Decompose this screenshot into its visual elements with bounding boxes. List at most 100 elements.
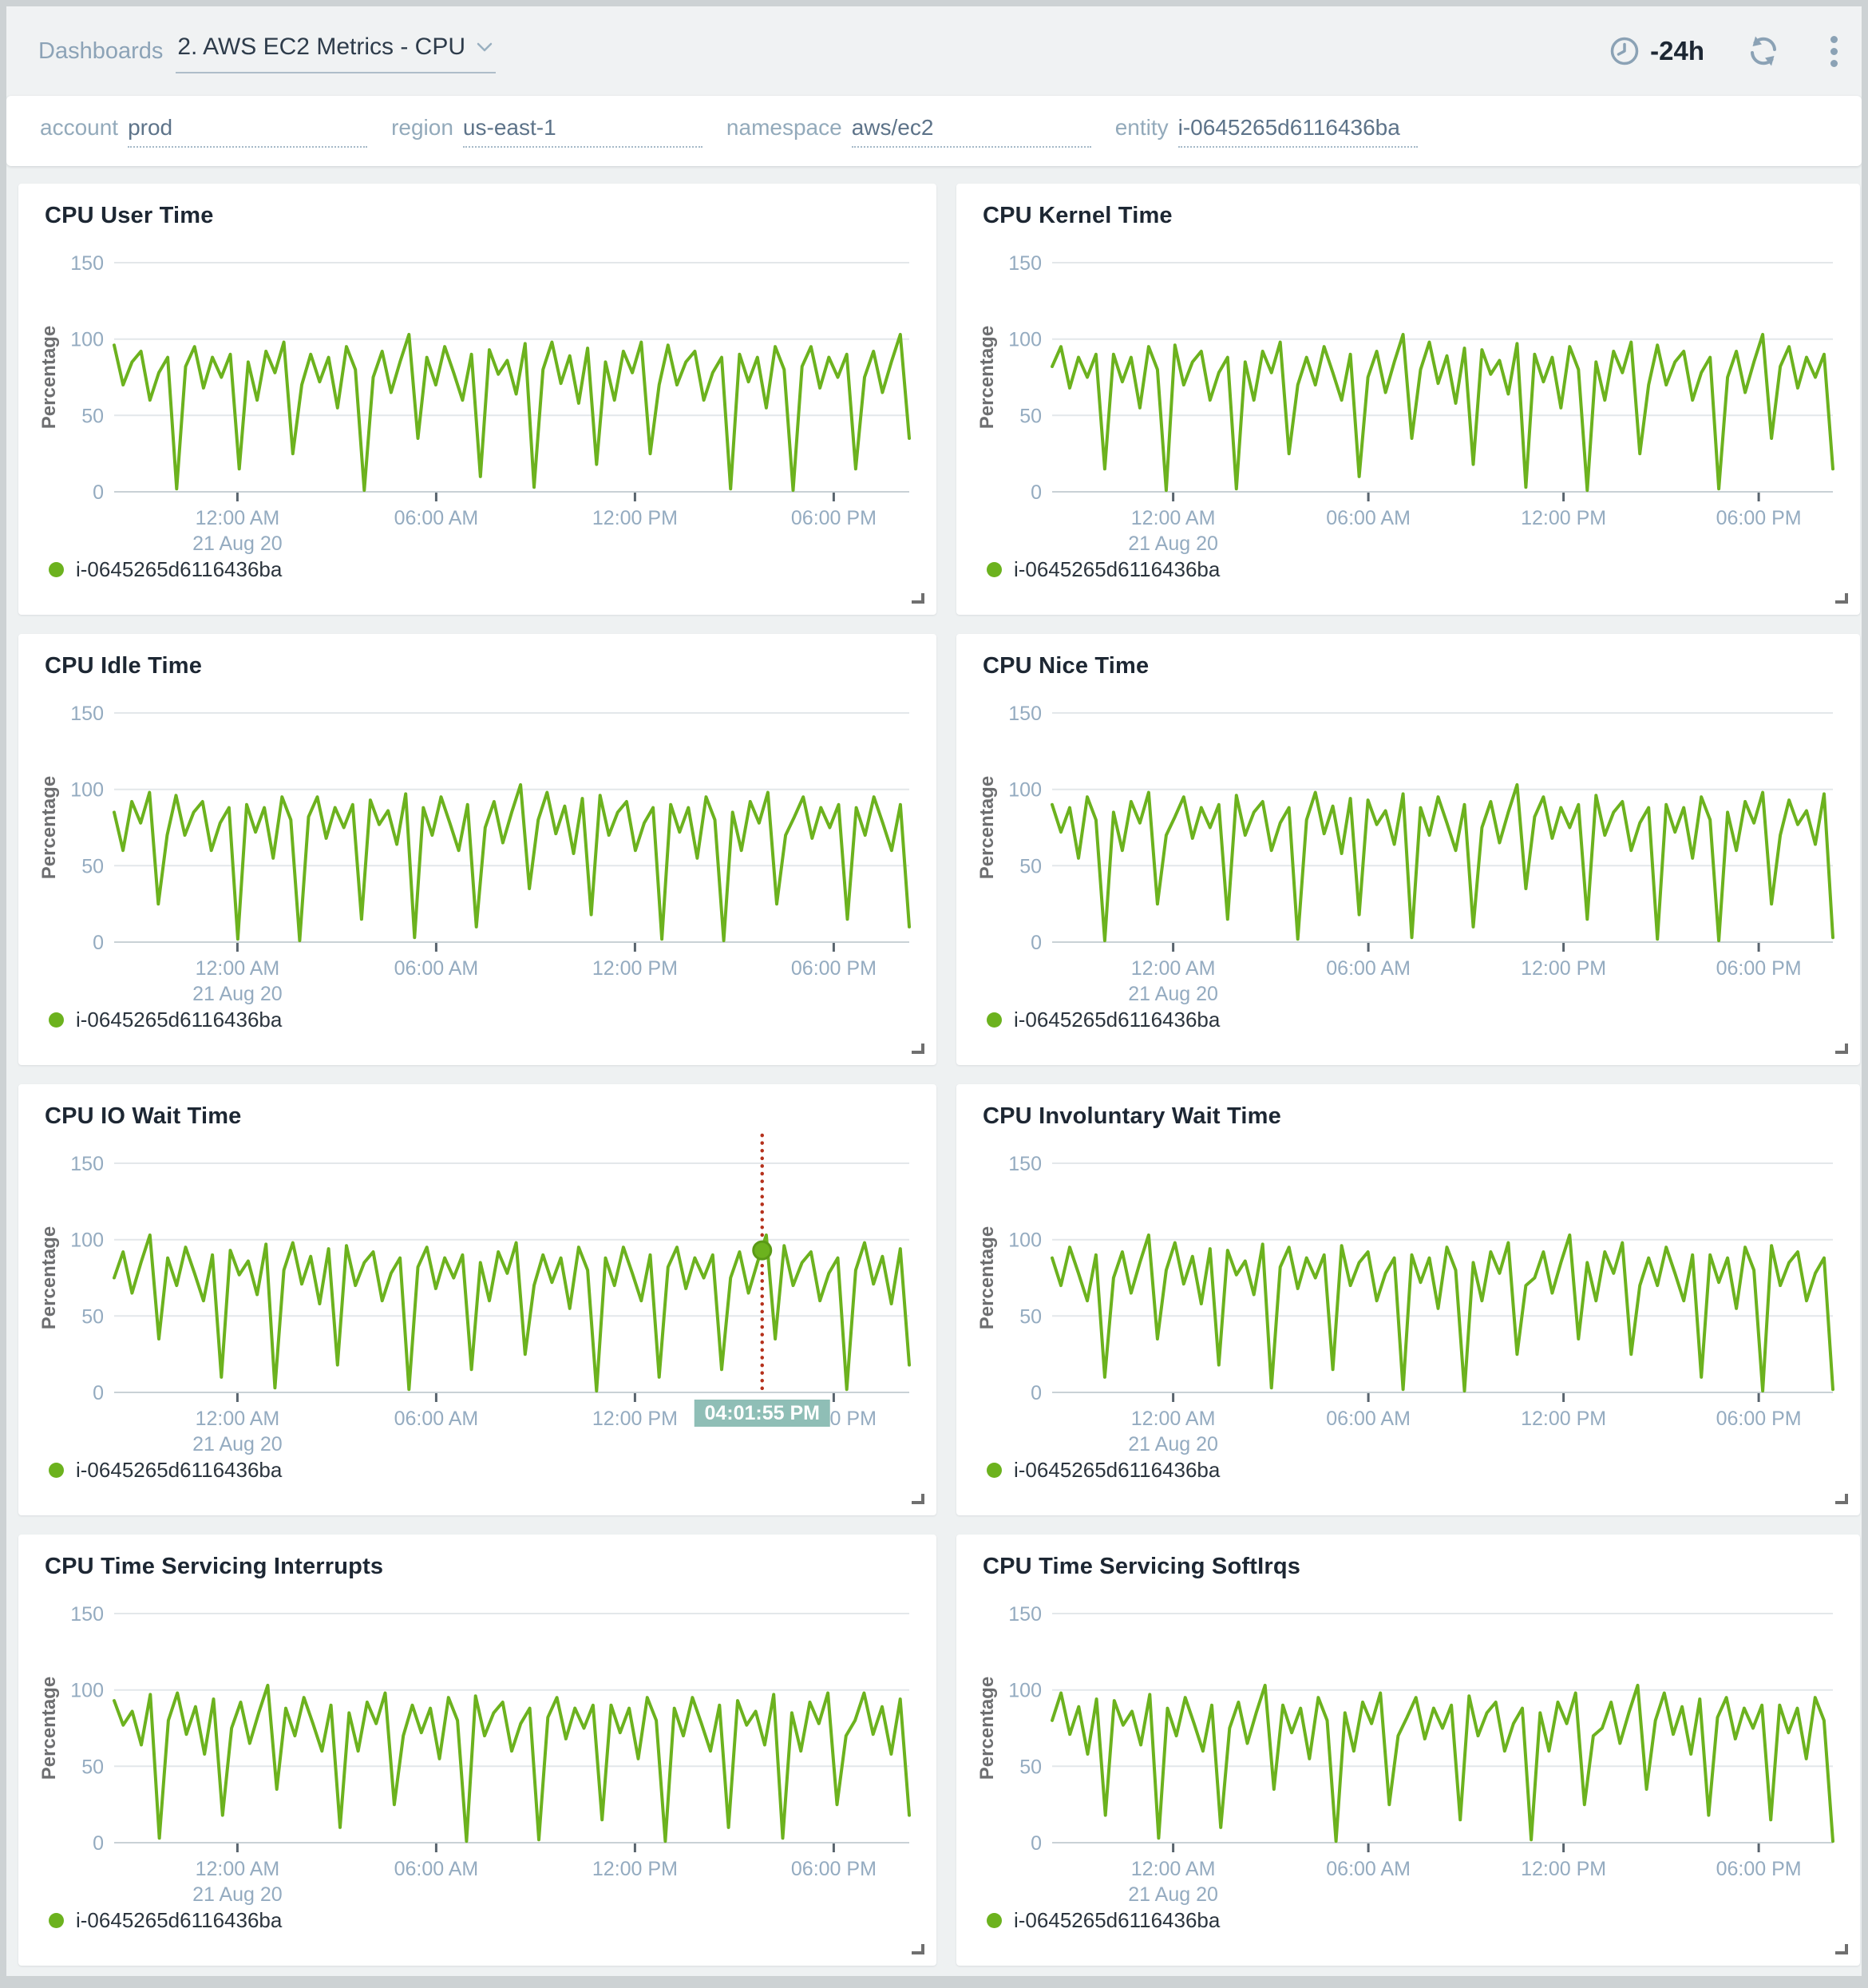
svg-text:21 Aug 20: 21 Aug 20 (192, 533, 283, 555)
svg-text:12:00 PM: 12:00 PM (1521, 1408, 1606, 1430)
legend-item[interactable]: i-0645265d6116436ba (987, 557, 1220, 582)
resize-corner-icon[interactable] (1835, 1494, 1848, 1504)
svg-text:06:00 PM: 06:00 PM (1716, 507, 1802, 529)
svg-text:06:00 PM: 06:00 PM (791, 1858, 877, 1880)
svg-text:150: 150 (1008, 703, 1042, 725)
chart-panel: CPU Idle Time 150 100 50 0 Percentage 12:00 A… (18, 634, 936, 1065)
svg-text:04:01:55 PM: 04:01:55 PM (704, 1402, 820, 1424)
chart-title: CPU Idle Time (45, 653, 203, 679)
legend-item[interactable]: i-0645265d6116436ba (987, 1458, 1220, 1483)
chart-canvas[interactable]: 150 100 50 0 Percentage 12:00 AM 21 Aug 20 06:0… (18, 1133, 936, 1459)
resize-corner-icon[interactable] (1835, 1944, 1848, 1954)
filter-entity: entity i-0645265d6116436ba (1115, 115, 1418, 148)
legend-swatch-dot (987, 562, 1002, 577)
legend-item[interactable]: i-0645265d6116436ba (987, 1008, 1220, 1032)
svg-text:50: 50 (81, 405, 104, 427)
chart-panel: CPU Time Servicing SoftIrqs 150 100 50 0 Per… (956, 1535, 1860, 1966)
svg-text:06:00 PM: 06:00 PM (791, 957, 877, 980)
legend-swatch-dot (49, 1913, 64, 1928)
legend-item[interactable]: i-0645265d6116436ba (49, 557, 282, 582)
legend-label: i-0645265d6116436ba (76, 1908, 283, 1932)
legend-swatch-dot (49, 562, 64, 577)
chart-panel: CPU IO Wait Time 150 100 50 0 Percentage 12:0… (18, 1084, 936, 1515)
svg-text:21 Aug 20: 21 Aug 20 (1128, 1433, 1218, 1455)
legend-item[interactable]: i-0645265d6116436ba (49, 1458, 282, 1483)
kebab-menu-icon[interactable] (1830, 34, 1838, 69)
svg-text:21 Aug 20: 21 Aug 20 (192, 983, 283, 1005)
svg-text:150: 150 (1008, 252, 1042, 275)
resize-corner-icon[interactable] (1835, 1044, 1848, 1054)
resize-corner-icon[interactable] (912, 1044, 924, 1054)
svg-text:21 Aug 20: 21 Aug 20 (192, 1433, 283, 1455)
chart-canvas[interactable]: 150 100 50 0 Percentage 12:00 AM 21 Aug 20 06:0… (18, 703, 936, 1009)
svg-text:12:00 AM: 12:00 AM (1131, 1408, 1216, 1430)
legend-label: i-0645265d6116436ba (76, 557, 283, 581)
svg-text:12:00 PM: 12:00 PM (592, 507, 678, 529)
svg-text:50: 50 (1019, 855, 1042, 877)
chart-panel: CPU Time Servicing Interrupts 150 100 50 0 P… (18, 1535, 936, 1966)
chart-title: CPU Nice Time (983, 653, 1150, 679)
svg-text:Percentage: Percentage (38, 326, 60, 429)
svg-text:100: 100 (1008, 1230, 1042, 1252)
filter-account-value[interactable]: prod (128, 115, 368, 148)
page-title: 2. AWS EC2 Metrics - CPU (177, 34, 465, 60)
chart-canvas[interactable]: 150 100 50 0 Percentage 12:00 AM 21 Aug 20 06:0… (956, 703, 1860, 1009)
legend-swatch-dot (987, 1913, 1002, 1928)
legend-item[interactable]: i-0645265d6116436ba (49, 1008, 282, 1032)
svg-text:06:00 AM: 06:00 AM (1326, 1408, 1411, 1430)
svg-text:100: 100 (70, 1230, 104, 1252)
filter-namespace: namespace aws/ec2 (726, 115, 1091, 148)
svg-text:06:00 AM: 06:00 AM (394, 1408, 479, 1430)
chart-panel: CPU Involuntary Wait Time 150 100 50 0 Perce… (956, 1084, 1860, 1515)
svg-text:21 Aug 20: 21 Aug 20 (1128, 1883, 1218, 1906)
svg-text:100: 100 (70, 779, 104, 802)
chart-title: CPU User Time (45, 203, 214, 228)
legend-label: i-0645265d6116436ba (76, 1458, 283, 1482)
filter-account: account prod (40, 114, 368, 148)
time-tooltip: 04:01:55 PM (694, 1400, 830, 1427)
filter-region-value[interactable]: us-east-1 (462, 115, 702, 148)
svg-text:06:00 PM: 06:00 PM (1716, 1858, 1802, 1880)
filter-entity-value[interactable]: i-0645265d6116436ba (1177, 115, 1418, 148)
chart-panel: CPU User Time 150 100 50 0 Percentage 12:00 A… (18, 184, 936, 615)
svg-text:06:00 AM: 06:00 AM (1326, 957, 1411, 980)
svg-text:150: 150 (70, 703, 104, 725)
svg-text:50: 50 (1019, 1305, 1042, 1328)
legend-item[interactable]: i-0645265d6116436ba (987, 1908, 1220, 1933)
svg-text:12:00 PM: 12:00 PM (592, 957, 678, 980)
svg-text:0: 0 (1031, 1382, 1042, 1404)
chart-canvas[interactable]: 150 100 50 0 Percentage 12:00 AM 21 Aug 20 06:0… (956, 1603, 1860, 1910)
filter-namespace-value[interactable]: aws/ec2 (851, 115, 1091, 148)
resize-corner-icon[interactable] (1835, 593, 1848, 604)
app-window: Dashboards 2. AWS EC2 Metrics - CPU -24h (6, 6, 1862, 1976)
legend-label: i-0645265d6116436ba (76, 1008, 283, 1032)
resize-corner-icon[interactable] (912, 593, 924, 604)
legend-label: i-0645265d6116436ba (1014, 1908, 1221, 1932)
svg-text:100: 100 (70, 1680, 104, 1702)
svg-text:150: 150 (70, 1153, 104, 1175)
legend-item[interactable]: i-0645265d6116436ba (49, 1908, 282, 1933)
svg-text:12:00 AM: 12:00 AM (1131, 1858, 1216, 1880)
svg-text:150: 150 (1008, 1603, 1042, 1626)
time-range-button[interactable]: -24h (1609, 35, 1704, 67)
svg-text:50: 50 (81, 1756, 104, 1778)
chart-canvas[interactable]: 150 100 50 0 Percentage 12:00 AM 21 Aug 20 06:0… (18, 252, 936, 559)
resize-corner-icon[interactable] (912, 1494, 924, 1504)
chart-canvas[interactable]: 150 100 50 0 Percentage 12:00 AM 21 Aug 20 06:0… (18, 1603, 936, 1910)
chart-canvas[interactable]: 150 100 50 0 Percentage 12:00 AM 21 Aug 20 06:0… (956, 1153, 1860, 1459)
dashboard-title-dropdown[interactable]: 2. AWS EC2 Metrics - CPU (176, 29, 496, 73)
breadcrumb[interactable]: Dashboards (38, 38, 164, 64)
svg-text:Percentage: Percentage (38, 776, 60, 879)
svg-text:12:00 AM: 12:00 AM (196, 1858, 280, 1880)
chart-title: CPU Time Servicing Interrupts (45, 1554, 384, 1579)
filter-label: account (40, 114, 119, 140)
resize-corner-icon[interactable] (912, 1944, 924, 1954)
svg-text:Percentage: Percentage (976, 1677, 998, 1780)
legend-swatch-dot (49, 1463, 64, 1478)
svg-text:50: 50 (81, 855, 104, 877)
svg-text:06:00 PM: 06:00 PM (1716, 1408, 1802, 1430)
refresh-icon[interactable] (1746, 35, 1781, 67)
chart-canvas[interactable]: 150 100 50 0 Percentage 12:00 AM 21 Aug 20 06:0… (956, 252, 1860, 559)
chart-title: CPU Time Servicing SoftIrqs (983, 1554, 1301, 1579)
svg-text:12:00 AM: 12:00 AM (1131, 507, 1216, 529)
